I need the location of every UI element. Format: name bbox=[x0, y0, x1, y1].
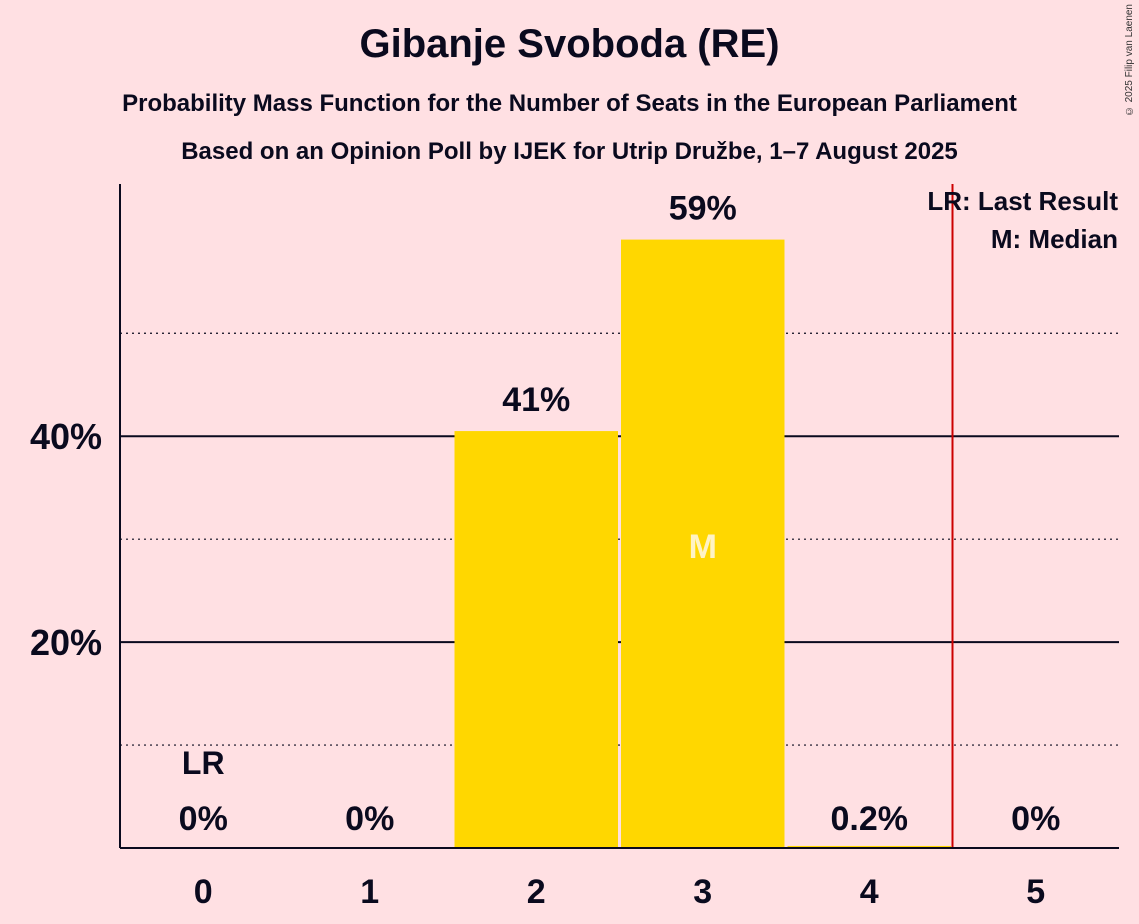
bar-seats-4 bbox=[787, 845, 951, 848]
x-tick-label-3: 3 bbox=[693, 873, 712, 911]
legend-entry-2: M: Median bbox=[991, 224, 1118, 254]
legend-entry-1: LR: Last Result bbox=[927, 186, 1118, 216]
x-tick-label-2: 2 bbox=[527, 873, 546, 911]
data-label-seats-5: 0% bbox=[1011, 800, 1060, 838]
y-tick-label-40: 40% bbox=[30, 416, 102, 457]
x-tick-label-4: 4 bbox=[860, 873, 879, 911]
data-label-seats-0: 0% bbox=[179, 800, 228, 838]
data-label-seats-1: 0% bbox=[345, 800, 394, 838]
last-result-marker: LR bbox=[182, 745, 225, 781]
data-label-seats-2: 41% bbox=[502, 381, 570, 419]
chart-subtitle-source: Based on an Opinion Poll by IJEK for Utr… bbox=[181, 138, 958, 165]
bar-seats-2 bbox=[454, 431, 618, 848]
bar-seats-3 bbox=[621, 239, 785, 848]
data-label-seats-4: 0.2% bbox=[831, 800, 909, 838]
chart-subtitle: Probability Mass Function for the Number… bbox=[122, 90, 1017, 117]
x-tick-label-5: 5 bbox=[1026, 873, 1045, 911]
y-tick-label-20: 20% bbox=[30, 622, 102, 663]
data-label-seats-3: 59% bbox=[669, 190, 737, 228]
x-tick-label-0: 0 bbox=[194, 873, 213, 911]
chart-title: Gibanje Svoboda (RE) bbox=[359, 22, 780, 66]
median-marker: M bbox=[689, 528, 717, 566]
x-tick-label-1: 1 bbox=[360, 873, 379, 911]
